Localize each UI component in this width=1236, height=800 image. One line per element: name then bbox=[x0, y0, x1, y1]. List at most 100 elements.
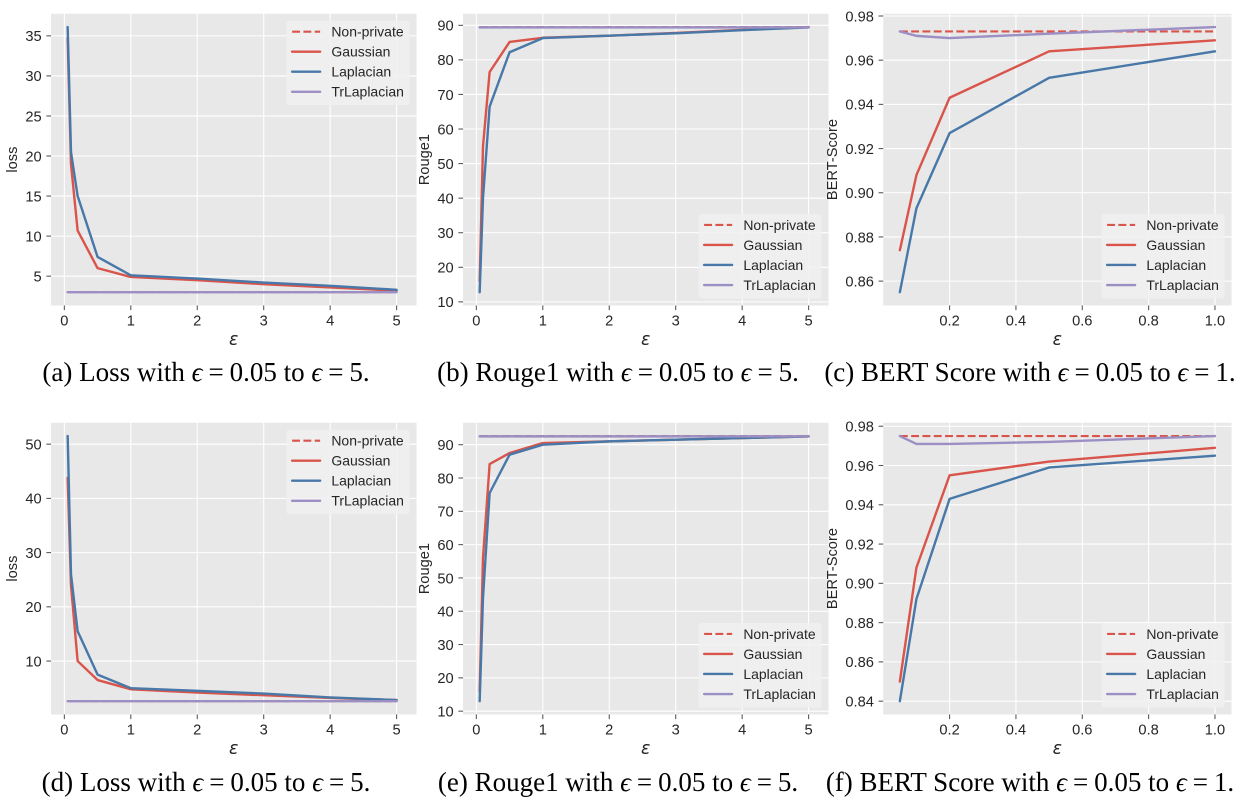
svg-text:Gaussian: Gaussian bbox=[331, 453, 390, 469]
svg-text:0: 0 bbox=[472, 313, 480, 329]
svg-text:30: 30 bbox=[25, 69, 41, 85]
svg-text:90: 90 bbox=[437, 19, 453, 35]
svg-text:0.90: 0.90 bbox=[846, 186, 875, 202]
svg-text:20: 20 bbox=[25, 149, 41, 165]
svg-text:80: 80 bbox=[437, 471, 453, 487]
svg-text:0.4: 0.4 bbox=[1006, 723, 1026, 739]
svg-text:ε: ε bbox=[1053, 739, 1062, 759]
svg-text:4: 4 bbox=[326, 313, 334, 329]
svg-text:loss: loss bbox=[5, 147, 21, 173]
svg-text:0.98: 0.98 bbox=[846, 9, 875, 25]
svg-text:Non-private: Non-private bbox=[331, 23, 404, 39]
svg-text:2: 2 bbox=[193, 723, 201, 739]
svg-text:0: 0 bbox=[60, 313, 68, 329]
svg-text:0.2: 0.2 bbox=[940, 723, 960, 739]
svg-text:4: 4 bbox=[326, 723, 334, 739]
svg-text:5: 5 bbox=[33, 269, 41, 285]
svg-text:TrLaplacian: TrLaplacian bbox=[331, 493, 404, 509]
svg-text:3: 3 bbox=[671, 313, 679, 329]
svg-text:60: 60 bbox=[437, 122, 453, 138]
svg-text:0.88: 0.88 bbox=[846, 230, 875, 246]
svg-text:TrLaplacian: TrLaplacian bbox=[743, 686, 816, 702]
svg-text:0.2: 0.2 bbox=[940, 313, 960, 329]
svg-text:2: 2 bbox=[605, 313, 613, 329]
svg-text:ε: ε bbox=[1053, 330, 1062, 350]
svg-text:10: 10 bbox=[25, 229, 41, 245]
svg-text:40: 40 bbox=[437, 191, 453, 207]
svg-text:5: 5 bbox=[392, 723, 400, 739]
svg-text:50: 50 bbox=[437, 571, 453, 587]
svg-text:20: 20 bbox=[437, 261, 453, 277]
svg-text:TrLaplacian: TrLaplacian bbox=[1147, 686, 1220, 702]
svg-text:Gaussian: Gaussian bbox=[1147, 646, 1206, 662]
svg-text:Laplacian: Laplacian bbox=[1147, 666, 1207, 682]
svg-text:80: 80 bbox=[437, 53, 453, 69]
svg-text:0.8: 0.8 bbox=[1139, 723, 1159, 739]
svg-text:Rouge1: Rouge1 bbox=[417, 543, 433, 594]
svg-text:70: 70 bbox=[437, 88, 453, 104]
svg-text:15: 15 bbox=[25, 189, 41, 205]
svg-text:0.94: 0.94 bbox=[846, 498, 875, 514]
svg-text:0.6: 0.6 bbox=[1072, 723, 1092, 739]
svg-text:70: 70 bbox=[437, 505, 453, 521]
svg-text:4: 4 bbox=[738, 313, 746, 329]
svg-text:1: 1 bbox=[126, 313, 134, 329]
svg-text:BERT-Score: BERT-Score bbox=[825, 528, 841, 609]
svg-text:2: 2 bbox=[193, 313, 201, 329]
svg-text:0.96: 0.96 bbox=[846, 459, 875, 475]
svg-text:Non-private: Non-private bbox=[743, 626, 816, 642]
svg-text:0.86: 0.86 bbox=[846, 655, 875, 671]
svg-text:TrLaplacian: TrLaplacian bbox=[743, 277, 816, 293]
svg-text:0.98: 0.98 bbox=[846, 420, 875, 436]
svg-text:1.0: 1.0 bbox=[1205, 313, 1225, 329]
svg-text:0: 0 bbox=[60, 723, 68, 739]
svg-text:30: 30 bbox=[25, 546, 41, 562]
svg-text:35: 35 bbox=[25, 29, 41, 45]
svg-text:40: 40 bbox=[25, 492, 41, 508]
svg-text:3: 3 bbox=[259, 313, 267, 329]
svg-text:0.8: 0.8 bbox=[1139, 313, 1159, 329]
svg-text:0.92: 0.92 bbox=[846, 142, 875, 158]
svg-text:Gaussian: Gaussian bbox=[1147, 237, 1206, 253]
svg-text:0: 0 bbox=[472, 723, 480, 739]
svg-text:1: 1 bbox=[538, 313, 546, 329]
svg-text:1: 1 bbox=[126, 723, 134, 739]
svg-text:Gaussian: Gaussian bbox=[743, 237, 802, 253]
svg-text:0.6: 0.6 bbox=[1072, 313, 1092, 329]
svg-text:BERT-Score: BERT-Score bbox=[825, 119, 841, 200]
svg-text:Non-private: Non-private bbox=[743, 217, 816, 233]
svg-text:25: 25 bbox=[25, 109, 41, 125]
svg-text:30: 30 bbox=[437, 226, 453, 242]
svg-text:Rouge1: Rouge1 bbox=[417, 134, 433, 185]
svg-text:5: 5 bbox=[392, 313, 400, 329]
svg-text:60: 60 bbox=[437, 538, 453, 554]
svg-text:ε: ε bbox=[641, 330, 650, 350]
svg-text:10: 10 bbox=[437, 295, 453, 311]
svg-text:TrLaplacian: TrLaplacian bbox=[1147, 277, 1220, 293]
svg-text:10: 10 bbox=[437, 705, 453, 721]
svg-text:Gaussian: Gaussian bbox=[743, 646, 802, 662]
svg-text:Gaussian: Gaussian bbox=[331, 44, 390, 60]
svg-text:50: 50 bbox=[25, 438, 41, 454]
svg-text:90: 90 bbox=[437, 438, 453, 454]
svg-text:20: 20 bbox=[25, 600, 41, 616]
svg-text:0.94: 0.94 bbox=[846, 98, 875, 114]
svg-text:0.92: 0.92 bbox=[846, 537, 875, 553]
svg-text:0.86: 0.86 bbox=[846, 274, 875, 290]
svg-text:1: 1 bbox=[538, 723, 546, 739]
svg-text:Laplacian: Laplacian bbox=[743, 257, 803, 273]
svg-text:3: 3 bbox=[259, 723, 267, 739]
svg-text:4: 4 bbox=[738, 723, 746, 739]
svg-text:Laplacian: Laplacian bbox=[743, 666, 803, 682]
svg-text:Non-private: Non-private bbox=[1147, 217, 1220, 233]
svg-text:0.4: 0.4 bbox=[1006, 313, 1026, 329]
svg-text:30: 30 bbox=[437, 638, 453, 654]
svg-text:0.90: 0.90 bbox=[846, 577, 875, 593]
svg-text:ε: ε bbox=[641, 739, 650, 759]
svg-text:1.0: 1.0 bbox=[1205, 723, 1225, 739]
svg-text:loss: loss bbox=[5, 556, 21, 582]
svg-text:0.88: 0.88 bbox=[846, 616, 875, 632]
svg-text:Laplacian: Laplacian bbox=[331, 473, 391, 489]
svg-text:ε: ε bbox=[229, 330, 238, 350]
svg-text:Non-private: Non-private bbox=[1147, 626, 1220, 642]
